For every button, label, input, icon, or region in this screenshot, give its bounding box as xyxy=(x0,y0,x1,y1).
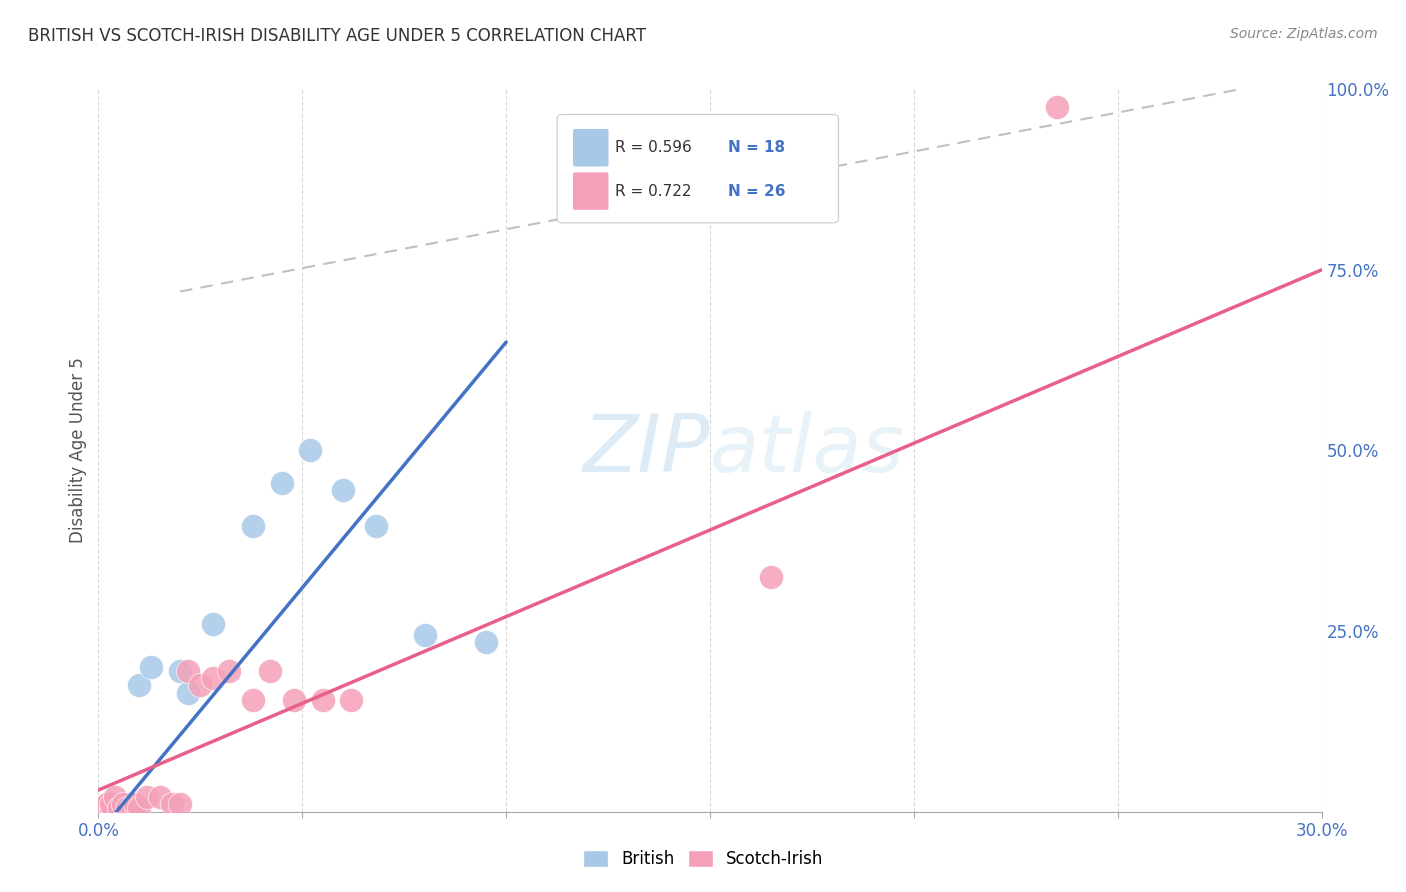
Point xyxy=(115,797,138,812)
Point xyxy=(160,797,183,812)
Point xyxy=(111,801,134,815)
Point xyxy=(96,797,118,812)
Point xyxy=(120,797,142,812)
Point xyxy=(332,483,354,498)
Point xyxy=(104,790,127,805)
FancyBboxPatch shape xyxy=(557,114,838,223)
Text: R = 0.722: R = 0.722 xyxy=(614,184,692,199)
Point xyxy=(108,801,131,815)
Point xyxy=(96,801,118,815)
Point xyxy=(299,443,322,458)
Point xyxy=(177,685,200,699)
Point xyxy=(124,797,146,812)
Point xyxy=(364,519,387,533)
Text: R = 0.596: R = 0.596 xyxy=(614,140,692,155)
Point xyxy=(270,475,294,490)
Point xyxy=(761,570,783,584)
Point xyxy=(169,797,191,812)
Point xyxy=(201,671,224,685)
Text: BRITISH VS SCOTCH-IRISH DISABILITY AGE UNDER 5 CORRELATION CHART: BRITISH VS SCOTCH-IRISH DISABILITY AGE U… xyxy=(28,27,647,45)
Point xyxy=(128,678,150,692)
Point xyxy=(111,797,134,812)
Point xyxy=(141,660,163,674)
Point xyxy=(201,616,224,631)
Point xyxy=(242,692,264,706)
Text: atlas: atlas xyxy=(710,411,905,490)
Point xyxy=(188,678,212,692)
Text: Source: ZipAtlas.com: Source: ZipAtlas.com xyxy=(1230,27,1378,41)
Point xyxy=(242,519,264,533)
Point xyxy=(149,790,172,805)
Point xyxy=(340,692,363,706)
Text: N = 18: N = 18 xyxy=(728,140,786,155)
Legend: British, Scotch-Irish: British, Scotch-Irish xyxy=(576,843,830,875)
Point xyxy=(100,801,122,815)
Point xyxy=(312,692,335,706)
Y-axis label: Disability Age Under 5: Disability Age Under 5 xyxy=(69,358,87,543)
Point xyxy=(413,628,436,642)
FancyBboxPatch shape xyxy=(574,172,609,210)
Point xyxy=(128,801,150,815)
Point xyxy=(91,801,114,815)
Point xyxy=(169,664,191,678)
Point xyxy=(177,664,200,678)
Point xyxy=(218,664,240,678)
Point xyxy=(474,635,498,649)
Point xyxy=(283,692,305,706)
Point xyxy=(96,797,118,812)
Text: ZIP: ZIP xyxy=(582,411,710,490)
Text: N = 26: N = 26 xyxy=(728,184,786,199)
FancyBboxPatch shape xyxy=(574,129,609,167)
Point xyxy=(1045,100,1069,114)
Point xyxy=(91,801,114,815)
Point xyxy=(124,797,146,812)
Point xyxy=(136,790,159,805)
Point xyxy=(100,797,122,812)
Point xyxy=(115,801,138,815)
Point xyxy=(108,801,131,815)
Point xyxy=(100,797,122,812)
Point xyxy=(100,801,122,815)
Point xyxy=(259,664,281,678)
Point xyxy=(104,801,127,815)
Point xyxy=(120,801,142,815)
